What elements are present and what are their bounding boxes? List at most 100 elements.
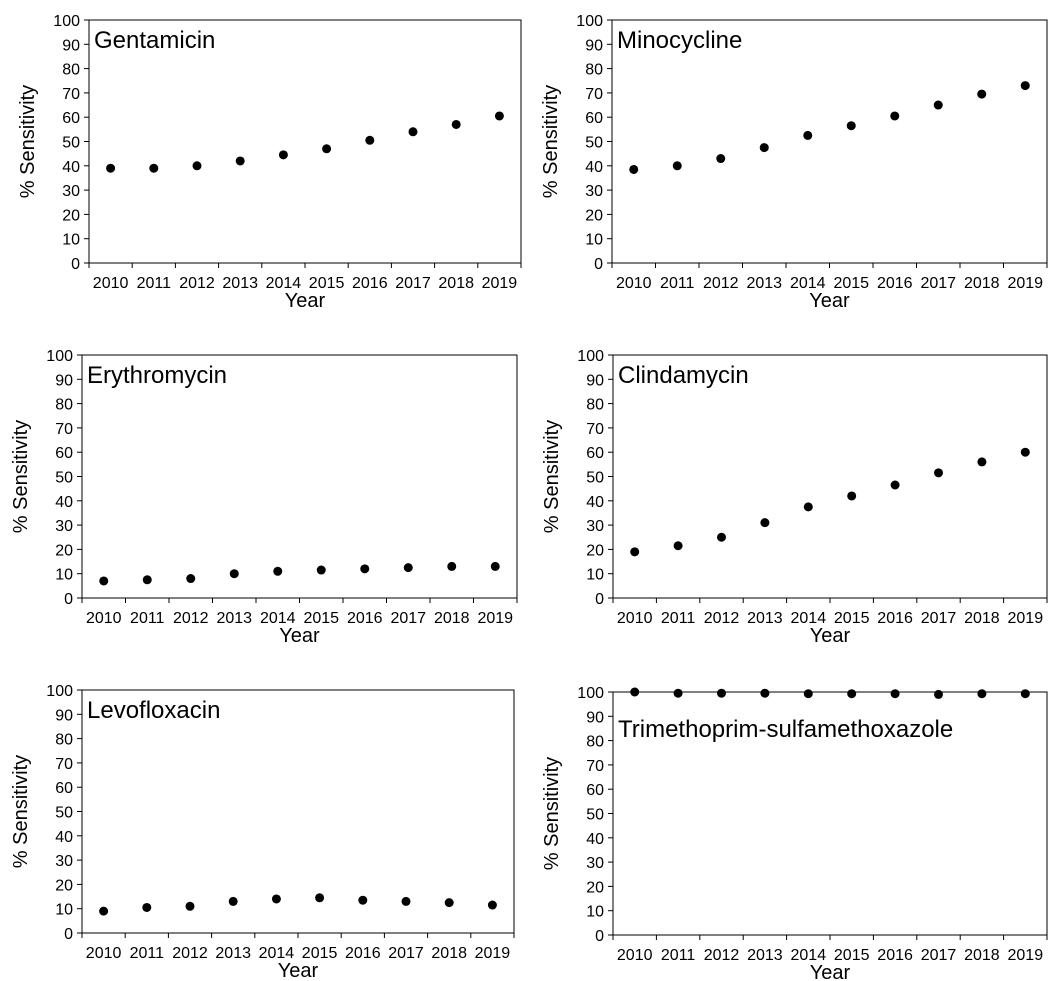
x-tick-label: 2010 — [93, 275, 129, 292]
y-tick-label: 80 — [55, 397, 73, 414]
plot-frame — [612, 354, 1048, 599]
y-tick-label: 0 — [71, 256, 80, 273]
x-tick-label: 2019 — [1008, 610, 1044, 627]
data-point — [229, 569, 239, 579]
x-tick-label: 2018 — [434, 610, 470, 627]
y-tick-label: 100 — [46, 683, 73, 700]
y-tick-label: 90 — [55, 707, 73, 724]
data-point — [630, 687, 640, 697]
plot-frame — [81, 354, 518, 599]
data-point — [846, 121, 856, 131]
x-axis-label: Year — [279, 625, 320, 647]
data-point — [934, 468, 943, 478]
y-tick-label: 20 — [586, 879, 604, 896]
data-point — [717, 532, 726, 542]
y-tick-label: 80 — [586, 734, 604, 751]
y-tick-label: 90 — [586, 709, 604, 726]
data-point — [99, 576, 109, 586]
y-tick-label: 70 — [55, 421, 73, 438]
x-tick-label: 2014 — [791, 947, 827, 964]
data-point — [672, 161, 682, 171]
data-point — [760, 518, 770, 528]
y-tick-label: 0 — [64, 926, 73, 943]
x-tick-label: 2010 — [616, 275, 652, 292]
x-tick-label: 2019 — [1008, 947, 1044, 964]
x-tick-label: 2017 — [920, 275, 956, 292]
x-tick-label: 2018 — [964, 275, 1000, 292]
x-tick-label: 2015 — [303, 610, 339, 627]
y-tick-label: 40 — [585, 159, 603, 176]
x-tick-label: 2015 — [833, 275, 869, 292]
y-tick-label: 0 — [594, 256, 603, 273]
x-tick-label: 2013 — [747, 947, 783, 964]
data-point — [977, 89, 987, 99]
y-tick-label: 100 — [577, 348, 604, 365]
y-axis-label: % Sensitivity — [541, 757, 563, 870]
data-point — [228, 896, 238, 906]
x-tick-label: 2011 — [661, 610, 696, 627]
data-point — [760, 688, 770, 698]
data-point — [149, 163, 159, 173]
data-point — [185, 901, 195, 911]
data-point — [99, 906, 109, 916]
data-point — [847, 689, 857, 699]
y-tick-label: 20 — [55, 877, 73, 894]
chart-panel: 0 10 20 30 40 50 60 70 80 90 100 2010 2011 2012 2013 20… — [10, 348, 518, 647]
x-tick-label: 2017 — [921, 610, 957, 627]
data-point — [1020, 689, 1030, 699]
y-tick-label: 20 — [586, 542, 604, 559]
x-tick-label: 2014 — [790, 275, 826, 292]
data-point — [186, 574, 196, 584]
x-tick-label: 2016 — [877, 947, 913, 964]
y-tick-label: 30 — [55, 518, 73, 535]
data-point — [890, 111, 900, 121]
data-point — [408, 127, 418, 137]
data-point — [803, 502, 813, 512]
x-tick-label: 2019 — [1007, 275, 1043, 292]
x-tick-label: 2019 — [477, 610, 513, 627]
data-point — [630, 547, 640, 557]
data-point — [315, 893, 325, 903]
y-tick-label: 30 — [585, 183, 603, 200]
data-point — [444, 898, 454, 908]
y-tick-label: 80 — [55, 732, 73, 749]
y-tick-label: 10 — [62, 232, 80, 249]
panel-title: Levofloxacin — [87, 697, 220, 724]
data-point — [934, 689, 943, 699]
y-tick-label: 70 — [585, 86, 603, 103]
data-point — [316, 565, 326, 575]
y-tick-label: 20 — [55, 542, 73, 559]
y-tick-label: 0 — [595, 591, 604, 608]
x-tick-label: 2014 — [259, 945, 295, 962]
y-tick-label: 30 — [55, 853, 73, 870]
data-point — [977, 689, 987, 699]
y-tick-label: 40 — [62, 159, 80, 176]
y-tick-label: 90 — [586, 372, 604, 389]
data-point — [759, 143, 769, 153]
panel-title: Erythromycin — [87, 362, 227, 389]
x-tick-label: 2019 — [482, 275, 518, 292]
y-tick-label: 60 — [586, 782, 604, 799]
x-tick-label: 2018 — [964, 947, 1000, 964]
x-axis-label: Year — [810, 962, 851, 981]
x-tick-label: 2012 — [173, 610, 209, 627]
x-tick-label: 2011 — [130, 610, 165, 627]
panel-title: Trimethoprim-sulfamethoxazole — [618, 716, 953, 743]
x-tick-label: 2017 — [390, 610, 426, 627]
y-axis-label: % Sensitivity — [541, 420, 563, 533]
y-tick-label: 100 — [53, 13, 80, 30]
y-tick-label: 30 — [586, 518, 604, 535]
x-tick-label: 2013 — [746, 275, 782, 292]
x-axis-label: Year — [285, 290, 326, 312]
x-tick-label: 2011 — [137, 275, 172, 292]
x-tick-label: 2016 — [877, 275, 913, 292]
y-tick-label: 50 — [62, 135, 80, 152]
data-point — [360, 564, 370, 574]
x-tick-label: 2013 — [747, 610, 783, 627]
y-tick-label: 90 — [585, 37, 603, 54]
data-point — [192, 161, 202, 171]
x-tick-label: 2013 — [222, 275, 258, 292]
x-tick-label: 2012 — [179, 275, 215, 292]
y-tick-label: 80 — [586, 397, 604, 414]
